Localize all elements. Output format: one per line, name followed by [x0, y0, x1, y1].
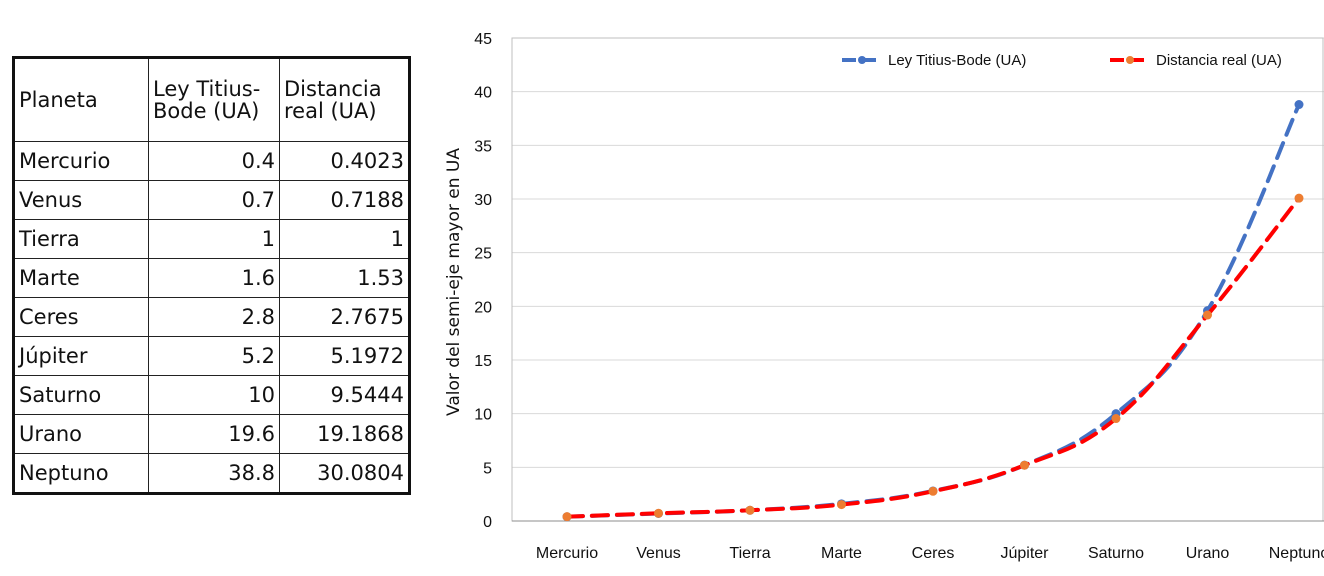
data-point	[654, 508, 663, 518]
table-row: Mercurio 0.4 0.4023	[13, 141, 410, 181]
legend-marker	[858, 56, 866, 64]
y-tick-label: 30	[474, 192, 492, 209]
header-real-distance: Distancia real (UA)	[279, 57, 410, 142]
header-titius-bode: Ley Titius-Bode (UA)	[148, 57, 280, 142]
x-tick-label: Tierra	[729, 545, 770, 562]
table-row: Urano 19.6 19.1868	[13, 414, 410, 454]
x-tick-label: Marte	[821, 545, 862, 562]
legend-label: Ley Titius-Bode (UA)	[888, 52, 1026, 69]
x-tick-label: Ceres	[912, 545, 955, 562]
y-tick-label: 45	[474, 31, 492, 48]
table-row: Marte 1.6 1.53	[13, 258, 410, 298]
data-point	[1294, 193, 1304, 203]
x-tick-label: Venus	[636, 545, 680, 562]
y-tick-label: 5	[483, 460, 492, 477]
data-point	[562, 512, 572, 522]
cell-real-distance: 5.1972	[279, 336, 410, 376]
table-row: Neptuno 38.8 30.0804	[13, 453, 410, 494]
series-line	[565, 102, 1301, 519]
table-header-row: Planeta Ley Titius-Bode (UA) Distancia r…	[13, 57, 410, 142]
series	[562, 100, 1304, 522]
y-tick-label: 35	[474, 138, 492, 155]
y-tick-label: 10	[474, 407, 492, 424]
cell-real-distance: 9.5444	[279, 375, 410, 415]
distance-table: Planeta Ley Titius-Bode (UA) Distancia r…	[12, 56, 411, 495]
x-tick-label: Saturno	[1088, 545, 1144, 562]
table-row: Júpiter 5.2 5.1972	[13, 336, 410, 376]
legend-entry: Ley Titius-Bode (UA)	[842, 52, 1026, 69]
x-tick-label: Mercurio	[536, 545, 598, 562]
data-point	[1020, 460, 1029, 470]
x-tick-label: Neptuno	[1269, 545, 1324, 562]
x-tick-label: Urano	[1186, 545, 1230, 562]
grid-lines	[512, 37, 1324, 468]
y-tick-label: 15	[474, 353, 492, 370]
legend-entry: Distancia real (UA)	[1110, 52, 1282, 69]
cell-titius-bode: 38.8	[148, 453, 280, 494]
data-point	[928, 486, 938, 496]
series-line	[565, 196, 1301, 519]
table-row: Venus 0.7 0.7188	[13, 180, 410, 220]
cell-titius-bode: 1.6	[148, 258, 280, 298]
data-point	[1111, 414, 1121, 424]
cell-titius-bode: 5.2	[148, 336, 280, 376]
data-point	[1203, 310, 1212, 320]
cell-titius-bode: 2.8	[148, 297, 280, 337]
cell-real-distance: 1	[279, 219, 410, 259]
y-tick-label: 25	[474, 246, 492, 263]
cell-real-distance: 30.0804	[279, 453, 410, 494]
cell-real-distance: 2.7675	[279, 297, 410, 337]
axes: 0 5 10 15 20 25 30 35 40 45 Mercurio Venus Tierra Mar…	[474, 31, 1324, 562]
cell-planet: Venus	[13, 180, 149, 220]
cell-titius-bode: 0.7	[148, 180, 280, 220]
cell-real-distance: 0.4023	[279, 141, 410, 181]
legend-label: Distancia real (UA)	[1156, 52, 1282, 69]
legend: Ley Titius-Bode (UA) Distancia real (UA)	[842, 52, 1282, 69]
y-tick-label: 40	[474, 85, 492, 102]
cell-planet: Ceres	[13, 297, 149, 337]
cell-planet: Mercurio	[13, 141, 149, 181]
data-point	[1294, 100, 1304, 110]
cell-planet: Tierra	[13, 219, 149, 259]
cell-titius-bode: 10	[148, 375, 280, 415]
cell-titius-bode: 0.4	[148, 141, 280, 181]
legend-marker	[1126, 56, 1134, 64]
cell-planet: Neptuno	[13, 453, 149, 494]
table-body: Mercurio 0.4 0.4023 Venus 0.7 0.7188 Tierra 1 1 M…	[13, 141, 410, 494]
plot-area-border	[511, 37, 1324, 522]
y-axis-title: Valor del semi-eje mayor en UA	[444, 148, 464, 416]
table-row: Tierra 1 1	[13, 219, 410, 259]
cell-real-distance: 19.1868	[279, 414, 410, 454]
cell-real-distance: 1.53	[279, 258, 410, 298]
table-row: Ceres 2.8 2.7675	[13, 297, 410, 337]
cell-titius-bode: 1	[148, 219, 280, 259]
cell-real-distance: 0.7188	[279, 180, 410, 220]
data-point	[745, 505, 755, 515]
series-1	[562, 193, 1304, 522]
y-tick-label: 20	[474, 299, 492, 316]
header-planet: Planeta	[13, 57, 149, 142]
series-0	[562, 100, 1304, 522]
y-tick-label: 0	[483, 514, 492, 531]
x-tick-label: Júpiter	[1000, 545, 1049, 562]
cell-planet: Saturno	[13, 375, 149, 415]
cell-planet: Marte	[13, 258, 149, 298]
cell-planet: Urano	[13, 414, 149, 454]
table-row: Saturno 10 9.5444	[13, 375, 410, 415]
cell-planet: Júpiter	[13, 336, 149, 376]
distance-line-chart: 0 5 10 15 20 25 30 35 40 45 Mercurio Venus Tierra Mar…	[444, 31, 1324, 562]
data-point	[837, 500, 846, 510]
cell-titius-bode: 19.6	[148, 414, 280, 454]
